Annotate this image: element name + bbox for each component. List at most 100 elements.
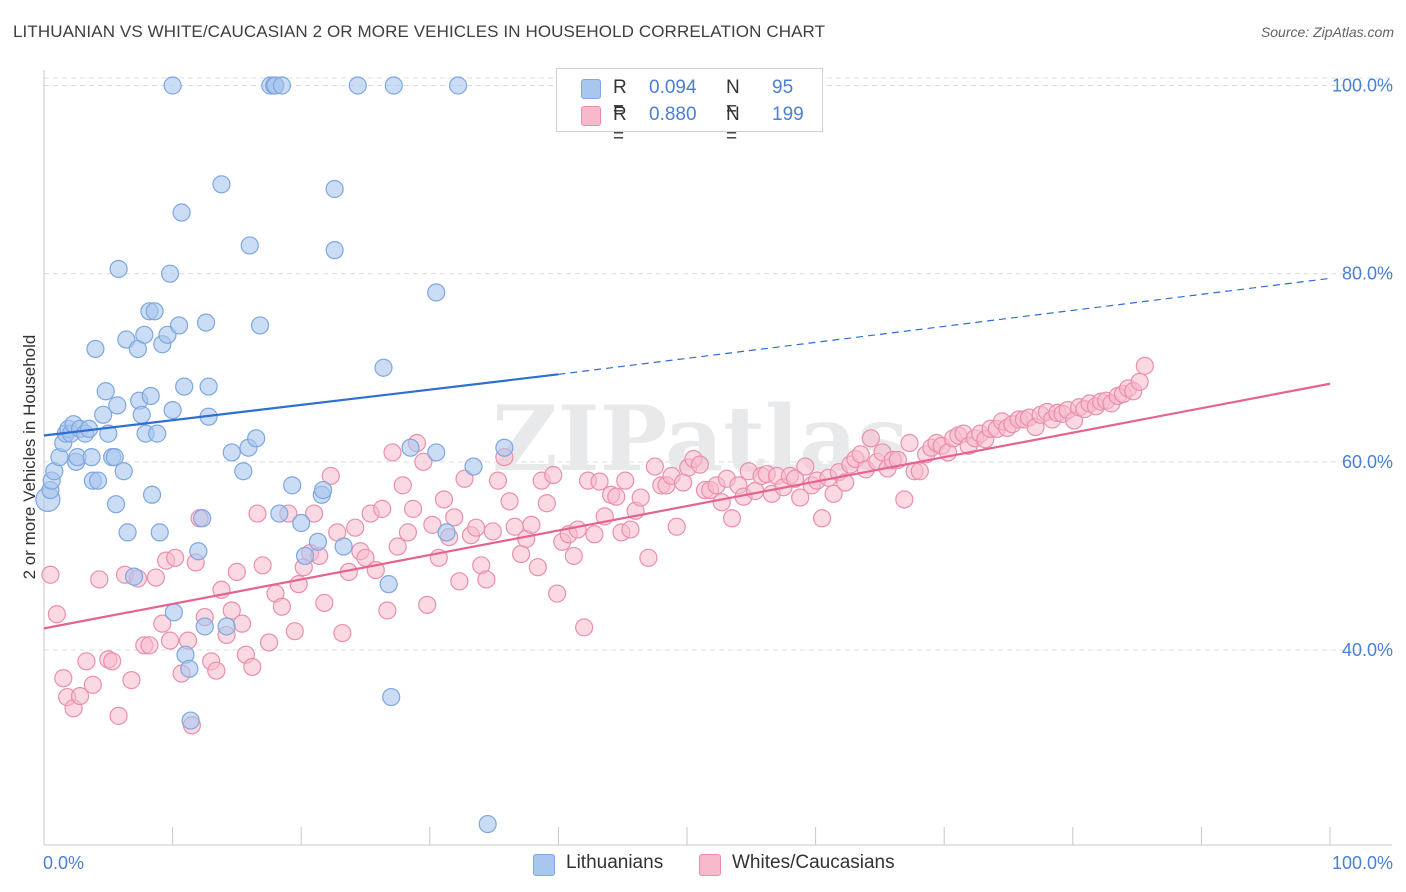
lithuanian-point xyxy=(313,480,333,500)
lithuanian-point xyxy=(348,76,367,95)
lithuanian-point xyxy=(193,509,212,528)
lithuanian-point xyxy=(272,76,292,95)
white-caucasian-point xyxy=(160,631,180,650)
lithuanian-point xyxy=(163,400,182,420)
white-caucasian-point xyxy=(690,455,709,474)
white-caucasian-point xyxy=(607,487,626,506)
white-caucasian-point xyxy=(253,556,272,575)
white-caucasian-point xyxy=(70,687,90,706)
whites-legend-swatch xyxy=(699,854,721,876)
white-caucasian-point xyxy=(393,476,412,495)
white-caucasian-point xyxy=(585,525,604,544)
n-value: 95 xyxy=(772,77,794,98)
r-value: 0.094 xyxy=(649,77,697,98)
y-tick-label: 100.0% xyxy=(1332,76,1393,96)
x-tick-label-max: 100.0% xyxy=(1332,853,1393,873)
lithuanian-point xyxy=(240,236,259,255)
white-caucasian-point xyxy=(418,595,437,614)
lithuanian-point xyxy=(427,283,446,302)
lithuanian-points xyxy=(35,76,514,834)
lithuanians-legend-swatch xyxy=(533,854,555,876)
lithuanian-point xyxy=(384,76,403,95)
white-caucasian-point xyxy=(83,675,102,694)
white-caucasian-point xyxy=(378,601,397,620)
lithuanian-point xyxy=(105,448,124,467)
lithuanian-point xyxy=(222,443,241,462)
white-caucasian-point xyxy=(315,593,334,613)
lithuanian-point xyxy=(195,617,214,636)
lithuanian-point xyxy=(250,316,270,335)
correlation-legend: R = 0.094 N = 95 R = 0.880 N = 199 xyxy=(556,68,823,147)
white-caucasian-point xyxy=(528,558,547,577)
white-caucasian-point xyxy=(207,661,226,680)
white-caucasian-point xyxy=(403,499,423,518)
white-caucasian-point xyxy=(243,657,262,677)
lithuanian-point xyxy=(145,302,164,321)
lithuanian-point xyxy=(247,429,266,448)
chart-title: LITHUANIAN VS WHITE/CAUCASIAN 2 OR MORE … xyxy=(13,22,826,41)
x-tick-label-min: 0.0% xyxy=(43,853,84,873)
lithuanian-point xyxy=(142,485,162,504)
white-caucasian-point xyxy=(812,509,832,528)
white-caucasian-point xyxy=(631,488,650,507)
lithuanian-point xyxy=(135,325,154,344)
white-caucasian-point xyxy=(373,499,392,518)
whites-legend-label: Whites/Caucasians xyxy=(732,852,895,873)
lithuanian-trend-line xyxy=(43,373,559,437)
lithuanian-point xyxy=(478,814,497,834)
white-caucasian-point xyxy=(537,494,556,513)
white-caucasian-point xyxy=(568,520,587,539)
lithuanian-point xyxy=(86,339,105,359)
white-caucasian-point xyxy=(232,614,252,633)
lithuanian-point xyxy=(172,203,191,222)
white-caucasian-point xyxy=(227,562,246,582)
white-caucasian-point xyxy=(455,469,474,488)
white-caucasian-point xyxy=(488,471,508,490)
white-caucasian-point xyxy=(103,652,122,671)
white-caucasian-point xyxy=(785,469,805,488)
white-caucasian-point xyxy=(285,622,304,641)
white-caucasian-point xyxy=(900,433,919,453)
white-caucasian-point xyxy=(575,618,594,637)
whites-swatch xyxy=(581,106,601,126)
white-caucasian-point xyxy=(47,605,66,624)
white-caucasian-point xyxy=(851,445,870,464)
white-caucasian-point xyxy=(321,466,340,486)
lithuanian-point xyxy=(401,438,420,457)
n-label: N = xyxy=(726,104,740,147)
lithuanian-point xyxy=(160,264,180,283)
lithuanian-point xyxy=(118,523,137,542)
y-axis-label: 2 or more Vehicles in Household xyxy=(20,335,39,580)
white-caucasian-point xyxy=(466,518,486,537)
lithuanian-point xyxy=(217,617,236,636)
white-caucasian-point xyxy=(861,429,880,448)
white-caucasian-point xyxy=(722,509,742,528)
white-caucasian-point xyxy=(796,457,815,476)
lithuanian-point xyxy=(180,659,199,678)
white-caucasian-point xyxy=(272,597,292,616)
white-caucasian-point xyxy=(512,544,531,564)
lithuanian-point xyxy=(464,457,483,476)
r-label: R = xyxy=(613,77,627,120)
white-caucasian-point xyxy=(333,623,352,643)
white-caucasian-point xyxy=(41,565,60,584)
white-caucasian-point xyxy=(674,473,693,492)
white-caucasian-point xyxy=(639,548,658,567)
grid-layer xyxy=(44,77,1392,651)
white-caucasian-point xyxy=(895,490,914,509)
white-caucasian-point xyxy=(90,570,109,589)
lithuanian-point xyxy=(196,313,216,332)
white-caucasian-point xyxy=(109,706,128,725)
lithuanian-point xyxy=(169,316,189,335)
lithuanian-point xyxy=(124,567,144,586)
n-value: 199 xyxy=(772,104,804,125)
lithuanian-point xyxy=(283,476,302,495)
white-caucasian-point xyxy=(590,472,609,491)
white-caucasian-point xyxy=(667,517,686,536)
lithuanian-point xyxy=(379,575,398,594)
r-value: 0.880 xyxy=(649,104,697,125)
white-caucasian-point xyxy=(445,508,464,527)
lithuanian-point xyxy=(189,542,208,561)
white-caucasian-point xyxy=(522,515,541,534)
